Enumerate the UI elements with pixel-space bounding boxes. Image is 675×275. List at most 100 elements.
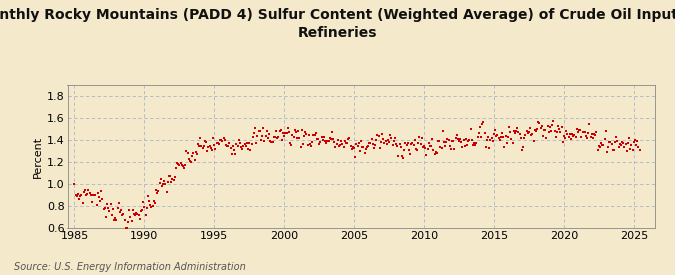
Point bbox=[415, 141, 426, 146]
Point bbox=[340, 139, 350, 143]
Point bbox=[248, 131, 259, 135]
Point bbox=[431, 151, 442, 155]
Point bbox=[597, 143, 608, 147]
Point bbox=[91, 203, 102, 207]
Point bbox=[294, 136, 305, 141]
Point bbox=[119, 218, 130, 222]
Point bbox=[465, 127, 476, 131]
Point bbox=[247, 135, 258, 139]
Point bbox=[72, 193, 82, 198]
Point bbox=[218, 136, 229, 140]
Point bbox=[383, 138, 394, 142]
Point bbox=[589, 132, 599, 136]
Point bbox=[346, 147, 357, 152]
Point bbox=[591, 130, 602, 134]
Point bbox=[341, 141, 352, 146]
Point bbox=[130, 213, 140, 217]
Point bbox=[524, 129, 535, 134]
Point bbox=[578, 130, 589, 134]
Point bbox=[486, 136, 497, 141]
Point bbox=[238, 144, 249, 148]
Point bbox=[505, 130, 516, 134]
Point bbox=[163, 174, 174, 178]
Point bbox=[479, 130, 490, 135]
Point bbox=[576, 134, 587, 139]
Point bbox=[550, 135, 561, 139]
Point bbox=[205, 144, 215, 148]
Point bbox=[359, 151, 370, 155]
Point bbox=[447, 139, 458, 143]
Point bbox=[287, 133, 298, 137]
Point bbox=[522, 130, 533, 135]
Point bbox=[402, 141, 413, 145]
Point bbox=[234, 138, 244, 143]
Point bbox=[624, 136, 634, 141]
Point bbox=[165, 174, 176, 178]
Point bbox=[420, 146, 431, 150]
Point bbox=[595, 145, 605, 149]
Point bbox=[378, 136, 389, 141]
Point bbox=[219, 138, 230, 142]
Point bbox=[267, 140, 278, 144]
Point bbox=[169, 175, 180, 180]
Point bbox=[381, 142, 392, 147]
Point bbox=[518, 144, 529, 149]
Point bbox=[105, 202, 116, 206]
Point bbox=[481, 144, 491, 149]
Point bbox=[492, 132, 503, 137]
Point bbox=[155, 177, 166, 182]
Point bbox=[319, 139, 330, 143]
Point bbox=[259, 139, 270, 144]
Point bbox=[118, 211, 129, 216]
Point bbox=[74, 197, 84, 201]
Point bbox=[306, 140, 317, 145]
Point bbox=[562, 131, 573, 136]
Point bbox=[622, 148, 632, 153]
Point bbox=[628, 140, 639, 144]
Point bbox=[69, 182, 80, 187]
Point bbox=[332, 138, 343, 142]
Point bbox=[471, 141, 482, 145]
Point bbox=[426, 144, 437, 148]
Point bbox=[526, 133, 537, 137]
Point bbox=[350, 155, 360, 160]
Point bbox=[570, 134, 581, 139]
Point bbox=[593, 144, 604, 148]
Point bbox=[107, 213, 117, 218]
Point bbox=[386, 136, 397, 140]
Point bbox=[298, 142, 308, 146]
Point bbox=[175, 161, 186, 166]
Point bbox=[188, 151, 198, 155]
Point bbox=[473, 131, 484, 135]
Point bbox=[192, 142, 203, 146]
Point bbox=[252, 134, 263, 138]
Point bbox=[197, 146, 208, 150]
Point bbox=[380, 139, 391, 143]
Point bbox=[385, 133, 396, 138]
Point bbox=[579, 130, 590, 134]
Point bbox=[324, 136, 335, 140]
Point bbox=[157, 183, 167, 188]
Point bbox=[239, 142, 250, 146]
Point bbox=[377, 132, 387, 136]
Point bbox=[142, 194, 153, 198]
Point bbox=[316, 135, 327, 139]
Point bbox=[611, 135, 622, 139]
Point bbox=[489, 132, 500, 137]
Point bbox=[456, 140, 466, 145]
Point bbox=[404, 152, 415, 156]
Point bbox=[626, 142, 637, 147]
Point bbox=[198, 144, 209, 148]
Point bbox=[133, 212, 144, 217]
Point bbox=[532, 126, 543, 131]
Point bbox=[599, 137, 610, 141]
Point bbox=[375, 140, 386, 144]
Point bbox=[524, 126, 535, 130]
Point bbox=[302, 142, 313, 147]
Point bbox=[292, 136, 302, 141]
Point bbox=[322, 138, 333, 143]
Point bbox=[124, 208, 134, 213]
Point bbox=[295, 145, 306, 149]
Point bbox=[388, 139, 399, 143]
Point bbox=[200, 139, 211, 144]
